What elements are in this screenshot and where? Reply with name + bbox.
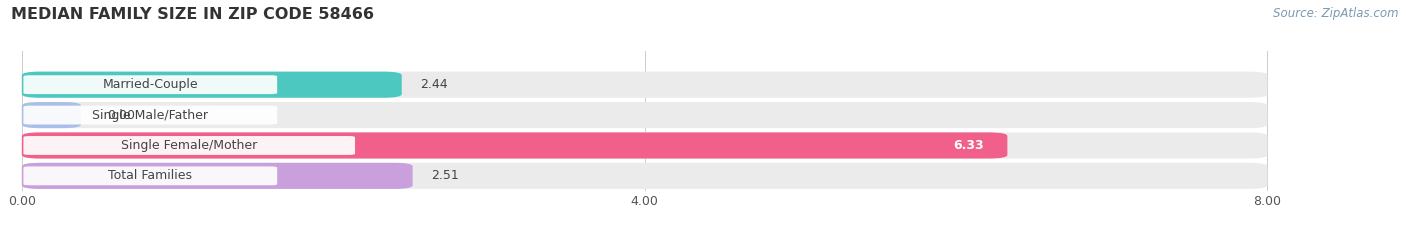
Text: Single Male/Father: Single Male/Father <box>93 109 208 122</box>
FancyBboxPatch shape <box>22 72 1267 98</box>
Text: Married-Couple: Married-Couple <box>103 78 198 91</box>
Text: Total Families: Total Families <box>108 169 193 182</box>
FancyBboxPatch shape <box>24 106 277 124</box>
FancyBboxPatch shape <box>24 166 277 185</box>
FancyBboxPatch shape <box>24 75 277 94</box>
Text: MEDIAN FAMILY SIZE IN ZIP CODE 58466: MEDIAN FAMILY SIZE IN ZIP CODE 58466 <box>11 7 374 22</box>
Text: Single Female/Mother: Single Female/Mother <box>121 139 257 152</box>
FancyBboxPatch shape <box>22 132 1267 158</box>
Text: 2.44: 2.44 <box>420 78 449 91</box>
FancyBboxPatch shape <box>22 72 402 98</box>
Text: 2.51: 2.51 <box>432 169 460 182</box>
Text: 6.33: 6.33 <box>953 139 984 152</box>
FancyBboxPatch shape <box>22 163 1267 189</box>
FancyBboxPatch shape <box>22 132 1007 158</box>
FancyBboxPatch shape <box>22 102 1267 128</box>
Text: 0.00: 0.00 <box>107 109 135 122</box>
FancyBboxPatch shape <box>22 163 412 189</box>
FancyBboxPatch shape <box>24 136 356 155</box>
FancyBboxPatch shape <box>22 102 82 128</box>
Text: Source: ZipAtlas.com: Source: ZipAtlas.com <box>1274 7 1399 20</box>
